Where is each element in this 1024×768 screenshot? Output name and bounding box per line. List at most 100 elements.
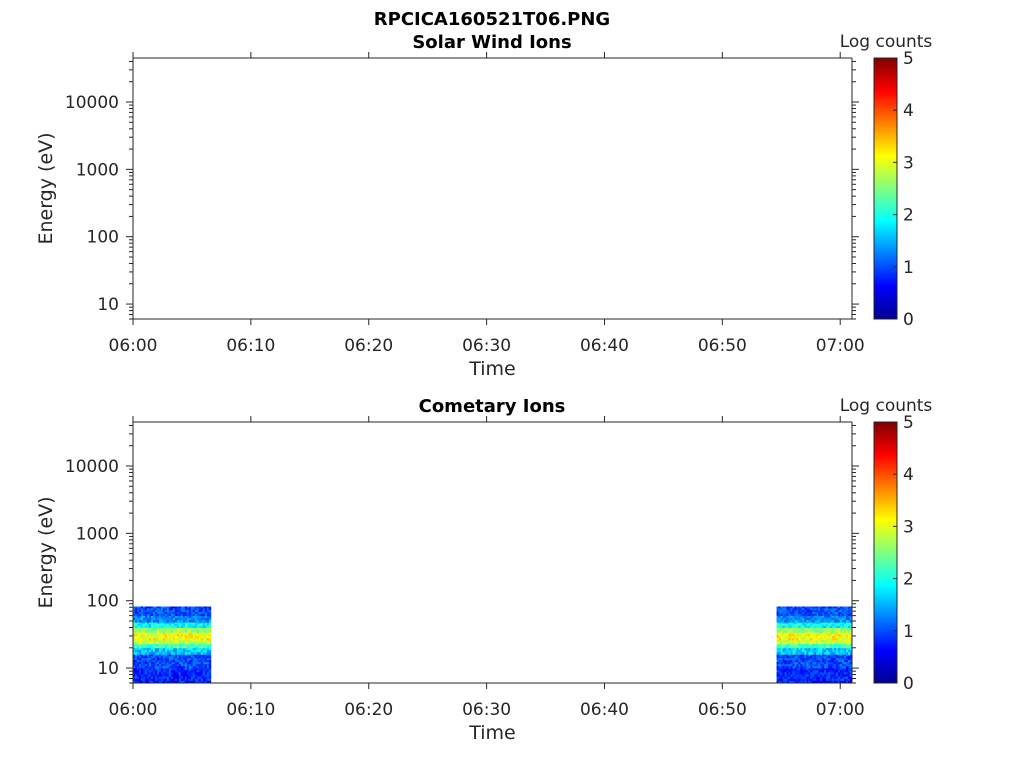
- spectrogram-cell: [150, 611, 154, 615]
- spectrogram-cell: [796, 668, 799, 671]
- spectrogram-cell: [142, 678, 146, 682]
- spectrogram-cell: [838, 674, 841, 677]
- spectrogram-cell: [830, 608, 833, 611]
- spectrogram-cell: [782, 629, 785, 633]
- spectrogram-cell: [192, 654, 196, 657]
- spectrogram-cell: [140, 662, 144, 665]
- spectrogram-cell: [176, 666, 180, 669]
- spectrogram-cell: [170, 662, 174, 665]
- spectrogram-cell: [816, 623, 819, 627]
- spectrogram-cell: [846, 608, 849, 611]
- spectrogram-cell: [842, 664, 845, 667]
- spectrogram-cell: [814, 643, 817, 647]
- spectrogram-cell: [836, 645, 839, 649]
- spectrogram-cell: [822, 672, 825, 675]
- spectrogram-cell: [144, 617, 148, 621]
- spectrogram-cell: [820, 649, 823, 653]
- spectrogram-cell: [142, 606, 146, 609]
- spectrogram-cell: [164, 668, 168, 671]
- spectrogram-cell: [838, 654, 841, 657]
- spectrogram-cell: [186, 652, 190, 655]
- spectrogram-cell: [138, 670, 142, 673]
- spectrogram-cell: [792, 672, 795, 675]
- spectrogram-cell: [826, 622, 829, 625]
- spectrogram-cell: [818, 676, 821, 680]
- spectrogram-cell: [150, 666, 154, 669]
- spectrogram-cell: [146, 641, 150, 645]
- spectrogram-cell: [168, 623, 172, 627]
- spectrogram-cell: [174, 656, 178, 659]
- spectrogram-cell: [156, 670, 160, 673]
- spectrogram-cell: [840, 662, 843, 665]
- spectrogram-cell: [832, 668, 835, 671]
- spectrogram-cell: [822, 620, 825, 623]
- spectrogram-cell: [188, 676, 192, 680]
- spectrogram-cell: [796, 622, 799, 625]
- spectrogram-cell: [178, 645, 182, 649]
- spectrogram-cell: [788, 613, 791, 617]
- spectrogram-cell: [182, 638, 186, 641]
- spectrogram-cell: [172, 666, 176, 669]
- spectrogram-cell: [174, 660, 178, 663]
- spectrogram-cell: [828, 636, 831, 639]
- spectrogram-cell: [206, 680, 210, 684]
- spectrogram-cell: [824, 629, 827, 633]
- spectrogram-cell: [136, 640, 140, 643]
- spectrogram-cell: [844, 622, 847, 625]
- spectrogram-cell: [172, 645, 176, 649]
- spectrogram-cell: [828, 608, 831, 611]
- spectrogram-cell: [812, 615, 815, 619]
- spectrogram-cell: [830, 670, 833, 673]
- spectrogram-cell: [154, 632, 158, 635]
- spectrogram-cell: [136, 680, 140, 684]
- spectrogram-cell: [136, 641, 140, 645]
- spectrogram-cell: [168, 620, 172, 623]
- spectrogram-cell: [836, 613, 839, 617]
- spectrogram-cell: [188, 680, 192, 684]
- spectrogram-cell: [788, 668, 791, 671]
- spectrogram-cell: [784, 641, 787, 645]
- spectrogram-cell: [162, 649, 166, 653]
- spectrogram-cell: [794, 645, 797, 649]
- spectrogram-cell: [840, 674, 843, 677]
- spectrogram-cell: [190, 634, 194, 637]
- spectrogram-cell: [808, 668, 811, 671]
- spectrogram-cell: [178, 680, 182, 684]
- spectrogram-cell: [800, 668, 803, 671]
- spectrogram-cell: [172, 620, 176, 623]
- spectrogram-cell: [814, 622, 817, 625]
- spectrogram-cell: [140, 678, 144, 682]
- spectrogram-cell: [186, 649, 190, 653]
- spectrogram-cell: [840, 641, 843, 645]
- spectrogram-cell: [170, 623, 174, 627]
- spectrogram-cell: [182, 620, 186, 623]
- spectrogram-cell: [780, 640, 783, 643]
- spectrogram-cell: [190, 649, 194, 653]
- spectrogram-cell: [816, 664, 819, 667]
- spectrogram-cell: [836, 610, 839, 613]
- spectrogram-cell: [160, 656, 164, 659]
- spectrogram-cell: [832, 662, 835, 665]
- spectrogram-cell: [844, 643, 847, 647]
- spectrogram-cell: [846, 638, 849, 641]
- spectrogram-cell: [776, 632, 779, 635]
- spectrogram-cell: [836, 649, 839, 653]
- spectrogram-cell: [208, 670, 212, 673]
- spectrogram-cell: [182, 629, 186, 633]
- spectrogram-cell: [140, 666, 144, 669]
- spectrogram-cell: [142, 670, 146, 673]
- spectrogram-cell: [778, 645, 781, 649]
- spectrogram-cell: [806, 622, 809, 625]
- spectrogram-cell: [786, 625, 789, 628]
- spectrogram-cell: [820, 662, 823, 665]
- spectrogram-cell: [800, 647, 803, 651]
- spectrogram-cell: [134, 666, 138, 669]
- spectrogram-cell: [206, 670, 210, 673]
- spectrogram-cell: [788, 656, 791, 659]
- spectrogram-cell: [832, 656, 835, 659]
- spectrogram-cell: [206, 654, 210, 657]
- spectrogram-cell: [206, 643, 210, 647]
- spectrogram-cell: [832, 674, 835, 677]
- spectrogram-cell: [788, 634, 791, 637]
